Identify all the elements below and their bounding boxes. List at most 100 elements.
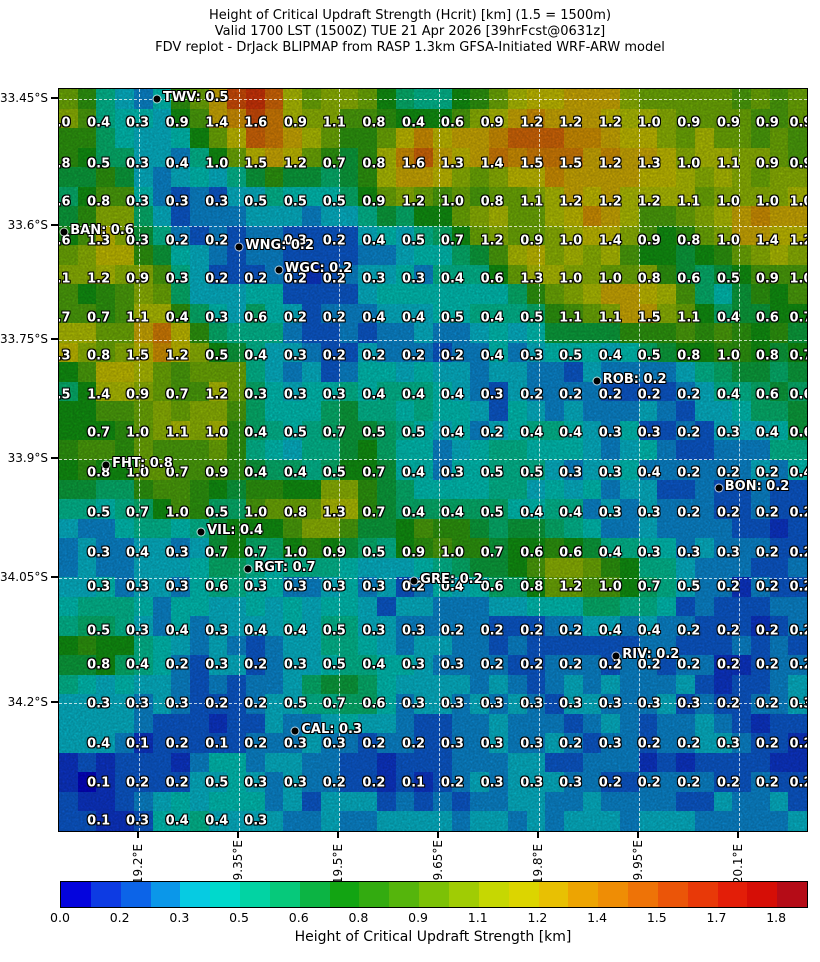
heatmap-cell (227, 342, 246, 363)
grid-value-label: 0.5 (87, 156, 111, 172)
heatmap-cell (227, 225, 246, 246)
heatmap-cell (489, 635, 508, 656)
station-label: RIV: 0.2 (622, 646, 680, 662)
heatmap-cell (638, 713, 658, 734)
heatmap-cell (59, 479, 78, 500)
heatmap-cell (507, 128, 527, 148)
grid-value-label: 0.2 (322, 775, 346, 791)
heatmap-cell (59, 284, 78, 304)
grid-value-label: 1.1 (520, 194, 544, 210)
heatmap-cell (470, 635, 490, 656)
grid-value-label: 1.0 (598, 271, 622, 287)
grid-value-label: 0.6 (559, 545, 583, 561)
heatmap-cell (133, 401, 153, 421)
heatmap-cell (470, 284, 490, 304)
heatmap-cell (563, 284, 583, 304)
grid-value-label: 0.5 (716, 271, 740, 287)
heatmap-cell (189, 674, 209, 695)
heatmap-cell (376, 674, 396, 695)
grid-value-label: 0.4 (440, 425, 464, 441)
grid-value-label: 0.3 (402, 696, 426, 712)
heatmap-cell (638, 128, 658, 148)
heatmap-cell (115, 362, 134, 382)
heatmap-cell (694, 557, 714, 578)
grid-value-label: 0.8 (59, 156, 71, 172)
heatmap-cell (788, 479, 807, 500)
heatmap-cell (246, 752, 265, 773)
heatmap-cell (339, 440, 359, 460)
heatmap-cell (694, 596, 714, 617)
heatmap-cell (732, 713, 751, 734)
heatmap-cell (563, 518, 583, 539)
heatmap-cell (96, 479, 116, 500)
heatmap-cell (694, 635, 714, 656)
grid-value-label: 0.2 (677, 387, 701, 403)
grid-value-label: 0.4 (402, 387, 426, 403)
heatmap-cell (750, 284, 770, 304)
heatmap-cell (638, 401, 658, 421)
grid-value-label: 0.3 (598, 425, 622, 441)
heatmap-cell (545, 811, 564, 831)
heatmap-cell (264, 752, 284, 773)
grid-value-label: 0.2 (789, 736, 808, 752)
grid-value-label: 0.5 (87, 505, 111, 521)
heatmap-cell (227, 128, 246, 148)
grid-value-label: 0.3 (598, 736, 622, 752)
grid-value-label: 0.5 (283, 425, 307, 441)
heatmap-cell (339, 752, 359, 773)
heatmap-cell (563, 752, 583, 773)
station-dot (235, 243, 243, 251)
grid-value-label: 0.3 (165, 696, 189, 712)
heatmap-cell (769, 128, 789, 148)
heatmap-cell (582, 713, 602, 734)
station-label: FHT: 0.8 (112, 456, 173, 472)
grid-value-label: 0.9 (789, 156, 808, 172)
heatmap-cell (115, 479, 134, 500)
heatmap-cell (339, 791, 359, 812)
heatmap-cell (769, 674, 789, 695)
heatmap-cell (489, 791, 508, 812)
grid-value-label: 0.2 (789, 775, 808, 791)
grid-value-label: 0.1 (402, 775, 426, 791)
heatmap-cell (302, 518, 321, 539)
grid-value-label: 0.2 (362, 348, 386, 364)
heatmap-cell (358, 596, 377, 617)
heatmap-cell (320, 362, 340, 382)
grid-value-label: 0.3 (789, 696, 808, 712)
heatmap-cell (563, 811, 583, 831)
heatmap-cell (694, 713, 714, 734)
grid-value-label: 0.4 (87, 736, 111, 752)
grid-line-horizontal (59, 459, 807, 461)
heatmap-cell (601, 128, 620, 148)
heatmap-cell (133, 479, 153, 500)
grid-value-label: 0.4 (789, 465, 808, 481)
grid-value-label: 0.3 (480, 696, 504, 712)
heatmap-cell (676, 674, 695, 695)
heatmap-cell (769, 635, 789, 656)
colorbar-tick-label: 1.2 (527, 910, 548, 925)
colorbar-tick-labels: 0.0 0.2 0.3 0.5 0.6 0.8 0.9 1.1 1.2 1.4 1.5 1.7 1.8 (50, 910, 806, 926)
heatmap-cell (676, 401, 695, 421)
grid-value-label: 0.4 (165, 813, 189, 829)
heatmap-cell (302, 596, 321, 617)
heatmap-cell (507, 518, 527, 539)
grid-value-label: 1.5 (559, 156, 583, 172)
heatmap-cell (227, 362, 246, 382)
heatmap-cell (96, 362, 116, 382)
grid-value-label: 0.2 (559, 387, 583, 403)
grid-value-label: 0.5 (480, 465, 504, 481)
heatmap-cell (451, 674, 471, 695)
grid-value-label: 0.7 (59, 310, 71, 326)
heatmap-cell (620, 420, 639, 441)
grid-value-label: 0.2 (480, 425, 504, 441)
heatmap-cell (59, 440, 78, 460)
x-axis-tick-mark (137, 831, 140, 838)
grid-value-label: 0.2 (755, 657, 779, 673)
heatmap-cell (489, 440, 508, 460)
grid-value-label: 0.4 (126, 545, 150, 561)
heatmap-cell (395, 674, 415, 695)
heatmap-cell (788, 635, 807, 656)
grid-value-label: 0.8 (87, 194, 111, 210)
grid-value-label: 0.7 (789, 348, 808, 364)
heatmap-cell (227, 635, 246, 656)
